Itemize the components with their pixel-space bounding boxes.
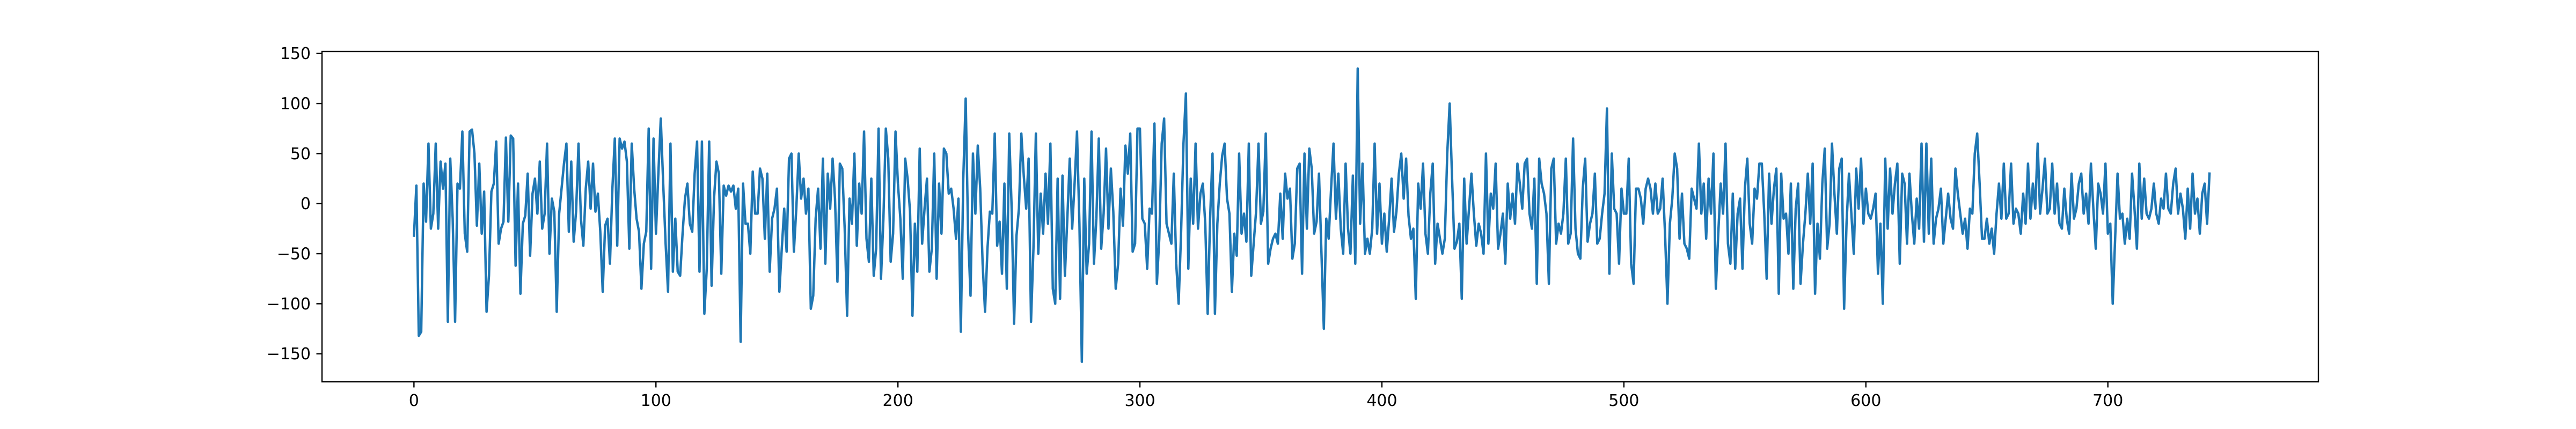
axes-frame [321,50,2319,383]
series-layer [412,67,2211,363]
x-tick-label: 700 [2092,391,2123,410]
y-tick-label: 150 [280,45,311,63]
y-tick-label: −150 [267,345,311,364]
y-tick-label: −50 [277,245,311,264]
x-tick-label: 500 [1608,391,1639,410]
y-tick-label: 0 [301,195,311,213]
x-tick-label: 300 [1124,391,1155,410]
x-tick-label: 600 [1850,391,1881,410]
y-tick-label: 50 [290,145,311,164]
x-tick-label: 400 [1366,391,1397,410]
y-axis: −150 −100 −50 0 50 100 150 [267,45,322,364]
x-tick-label: 0 [409,391,419,410]
y-tick-label: −100 [267,295,311,314]
x-axis: 0 100 200 300 400 500 600 700 [409,382,2123,410]
x-tick-label: 100 [641,391,671,410]
series-line-0 [412,67,2211,363]
x-tick-label: 200 [883,391,913,410]
y-tick-label: 100 [280,95,311,114]
